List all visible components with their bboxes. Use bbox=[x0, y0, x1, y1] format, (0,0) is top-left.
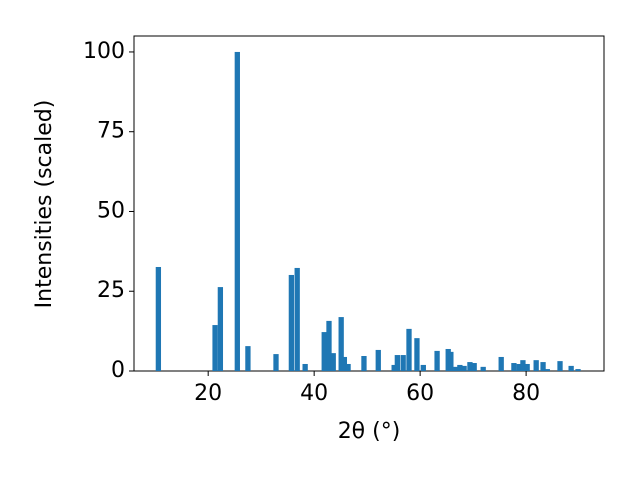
x-tick-label: 60 bbox=[406, 381, 434, 406]
bar bbox=[467, 362, 473, 371]
bar bbox=[341, 356, 348, 371]
bar bbox=[294, 267, 300, 371]
bar bbox=[234, 51, 240, 371]
bar bbox=[375, 349, 381, 371]
bar bbox=[155, 266, 162, 371]
x-tick-label: 40 bbox=[300, 381, 328, 406]
bar bbox=[345, 363, 351, 371]
bar bbox=[217, 287, 224, 371]
bar bbox=[575, 369, 581, 371]
y-tick-label: 0 bbox=[111, 358, 125, 383]
bar bbox=[420, 364, 426, 371]
bar bbox=[516, 363, 522, 371]
bar bbox=[273, 354, 279, 371]
bar bbox=[471, 363, 477, 371]
bar bbox=[524, 363, 530, 371]
plot-frame bbox=[133, 35, 605, 372]
bar bbox=[557, 361, 563, 371]
bar bbox=[321, 332, 327, 371]
bar bbox=[520, 360, 526, 371]
bar bbox=[326, 320, 332, 371]
bar bbox=[434, 350, 440, 371]
bar bbox=[406, 328, 412, 371]
bar bbox=[400, 355, 406, 371]
y-tick-label: 75 bbox=[97, 119, 125, 144]
bar bbox=[480, 366, 486, 371]
bar bbox=[453, 366, 459, 371]
x-axis-label: 2θ (°) bbox=[338, 419, 401, 444]
bar bbox=[540, 362, 546, 371]
y-axis-label: Intensities (scaled) bbox=[32, 100, 57, 309]
bar bbox=[245, 346, 251, 371]
bar bbox=[288, 274, 295, 371]
bar bbox=[361, 356, 367, 371]
bar bbox=[448, 351, 454, 371]
bar bbox=[457, 364, 463, 371]
y-tick-label: 50 bbox=[97, 198, 125, 223]
x-tick-label: 80 bbox=[512, 381, 540, 406]
y-tick-label: 25 bbox=[97, 278, 125, 303]
bar bbox=[302, 363, 308, 371]
bar bbox=[414, 338, 420, 371]
x-tick-label: 20 bbox=[194, 381, 222, 406]
bar bbox=[568, 365, 574, 371]
bar bbox=[338, 317, 344, 371]
bar bbox=[394, 355, 400, 371]
bar bbox=[461, 365, 467, 371]
bar bbox=[533, 360, 539, 371]
bar bbox=[498, 356, 504, 371]
bar bbox=[212, 325, 218, 371]
bar bbox=[511, 363, 517, 371]
bar bbox=[330, 353, 336, 371]
bar bbox=[391, 364, 397, 371]
y-tick-label: 100 bbox=[83, 39, 125, 64]
bar bbox=[544, 369, 550, 371]
